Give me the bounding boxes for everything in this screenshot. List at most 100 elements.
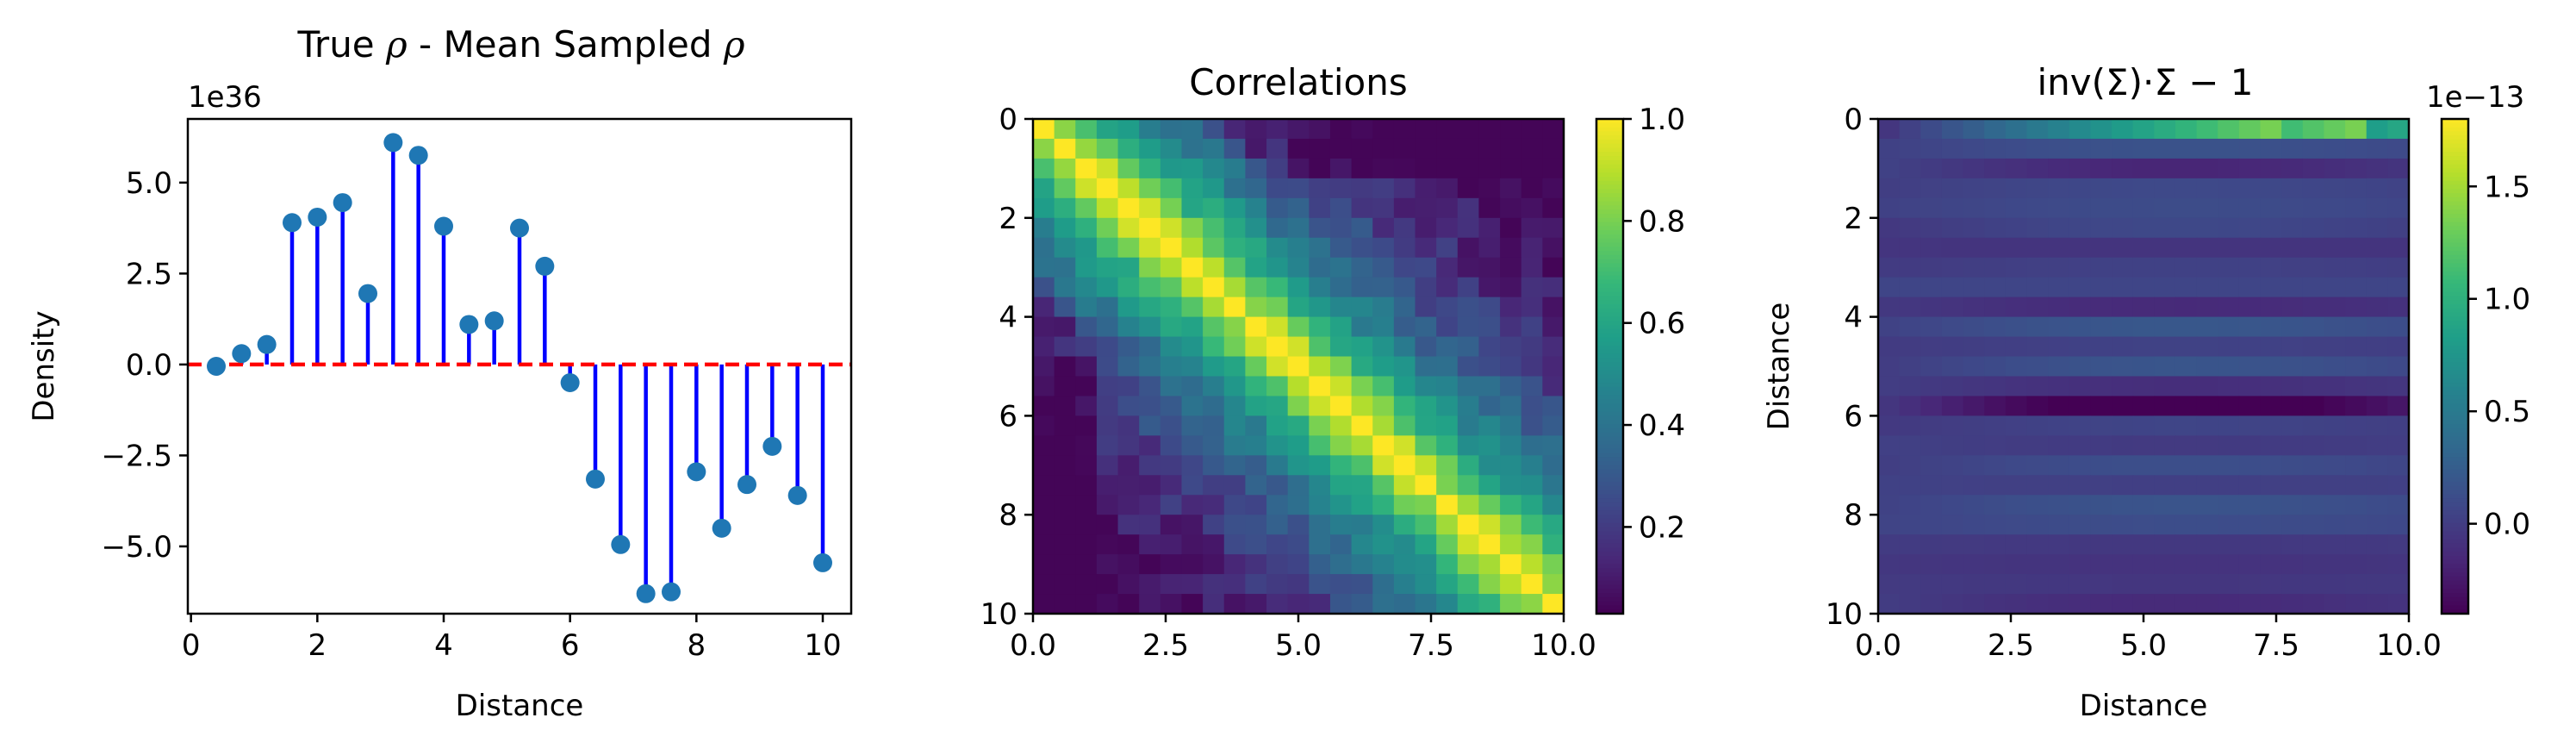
correlations-cell	[1139, 336, 1161, 358]
inverse-check-cell	[2302, 415, 2325, 436]
correlations-cell	[1160, 237, 1183, 259]
inverse-check-cell	[2154, 574, 2176, 595]
inverse-check-cell	[2218, 594, 2240, 615]
inverse-check-cell	[2345, 475, 2368, 496]
inverse-check-cell	[1920, 138, 1943, 159]
correlations-colorbar-segment	[1596, 139, 1623, 145]
stem-marker	[787, 485, 807, 505]
inverse-check-cell	[2090, 574, 2112, 595]
correlations-cell	[1521, 515, 1543, 535]
correlations-cell	[1309, 455, 1331, 476]
correlations-colorbar-segment	[1596, 448, 1623, 454]
correlations-colorbar-segment	[1596, 217, 1623, 223]
correlations-cell	[1245, 356, 1267, 378]
inverse-check-colorbar-segment	[2442, 353, 2468, 359]
inverse-check-cell	[2026, 455, 2049, 476]
correlations-cell	[1075, 316, 1098, 338]
correlations-cell	[1223, 257, 1246, 278]
correlations-cell	[1117, 237, 1140, 259]
correlations-cell	[1329, 277, 1353, 298]
correlations-cell	[1117, 415, 1140, 436]
correlations-colorbar-segment	[1596, 152, 1623, 157]
correlations-cell	[1309, 415, 1331, 436]
inverse-check-cell	[2005, 237, 2028, 259]
correlations-cell	[1266, 178, 1289, 199]
inverse-check-cell	[1984, 534, 2007, 555]
correlations-cell	[1033, 376, 1055, 397]
correlations-cell	[1266, 277, 1289, 298]
inverse-check-cell	[1963, 336, 1985, 358]
inverse-check-cell	[2281, 455, 2304, 476]
correlations-cell	[1287, 475, 1310, 496]
inverse-check-colorbar-segment	[2442, 164, 2468, 169]
correlations-colorbar-segment	[1596, 539, 1623, 545]
inverse-check-colorbar-segment	[2442, 271, 2468, 277]
inverse-check-cell	[2366, 257, 2388, 278]
inverse-check-cell	[1963, 277, 1985, 298]
inverse-check-cell	[1878, 396, 1901, 416]
correlations-colorbar-tick-label: 0.8	[1639, 204, 1685, 239]
inverse-check-cell	[2281, 435, 2304, 456]
inverse-check-colorbar-segment	[2442, 275, 2468, 281]
correlations-cell	[1351, 574, 1373, 595]
correlations-colorbar-segment	[1596, 461, 1623, 466]
inverse-check-cell	[2387, 316, 2410, 338]
inverse-check-cell	[1899, 594, 1921, 615]
inverse-check-cell	[1984, 197, 2007, 219]
correlations-cell	[1372, 455, 1395, 476]
inverse-check-cell	[1920, 415, 1943, 436]
inverse-check-cell	[2366, 158, 2388, 179]
inverse-check-cell	[2324, 475, 2346, 496]
correlations-colorbar-tick-label: 0.4	[1639, 409, 1685, 443]
inverse-check-cell	[2175, 475, 2198, 496]
inverse-check-cell	[2005, 435, 2028, 456]
correlations-cell	[1521, 534, 1543, 555]
correlations-cell	[1415, 257, 1437, 278]
inverse-check-colorbar-segment	[2442, 316, 2468, 321]
correlations-cell	[1478, 316, 1501, 338]
inverse-check-colorbar-segment	[2442, 279, 2468, 284]
correlations-colorbar-segment	[1596, 428, 1623, 434]
correlations-cell	[1075, 296, 1098, 318]
correlations-colorbar-segment	[1596, 605, 1623, 610]
correlations-cell	[1372, 495, 1395, 515]
correlations-cell	[1287, 296, 1310, 318]
inverse-check-cell	[2069, 594, 2091, 615]
inverse-check-cell	[1899, 534, 1921, 555]
correlations-cell	[1075, 594, 1098, 615]
inverse-check-cell	[2196, 554, 2218, 575]
correlations-cell	[1075, 257, 1098, 278]
inverse-check-colorbar-segment	[2442, 584, 2468, 590]
inverse-check-cell	[2090, 396, 2112, 416]
inverse-check-cell	[1920, 594, 1943, 615]
correlations-cell	[1075, 178, 1098, 199]
stem-chart-x-tick-label: 4	[434, 628, 453, 663]
inverse-check-cell	[2196, 495, 2218, 515]
inverse-check-cell	[1878, 158, 1901, 179]
correlations-cell	[1478, 415, 1501, 436]
correlations-cell	[1203, 475, 1225, 496]
correlations-cell	[1393, 356, 1416, 378]
inverse-check-cell	[1920, 257, 1943, 278]
correlations-colorbar-segment	[1596, 122, 1623, 128]
correlations-cell	[1287, 178, 1310, 199]
correlations-colorbar-frame	[1595, 117, 1625, 615]
inverse-check-cell	[2324, 178, 2346, 199]
correlations-cell	[1181, 316, 1204, 338]
inverse-check-colorbar-segment	[2442, 337, 2468, 342]
inverse-check-colorbar-segment	[2442, 267, 2468, 272]
correlations-cell	[1139, 197, 1161, 219]
correlations-cell	[1521, 138, 1543, 159]
correlations-cell	[1223, 515, 1246, 535]
inverse-check-cell	[2090, 197, 2112, 219]
correlations-cell	[1096, 554, 1119, 575]
correlations-colorbar-segment	[1596, 370, 1623, 376]
inverse-check-cell	[2366, 495, 2388, 515]
correlations-cell	[1096, 197, 1119, 219]
inverse-check-cell	[2069, 296, 2091, 318]
inverse-check-cell	[2345, 217, 2368, 239]
inverse-check-cell	[2218, 158, 2240, 179]
correlations-cell	[1245, 376, 1267, 397]
correlations-cell	[1181, 574, 1204, 595]
inverse-check-cell	[1941, 237, 1964, 259]
